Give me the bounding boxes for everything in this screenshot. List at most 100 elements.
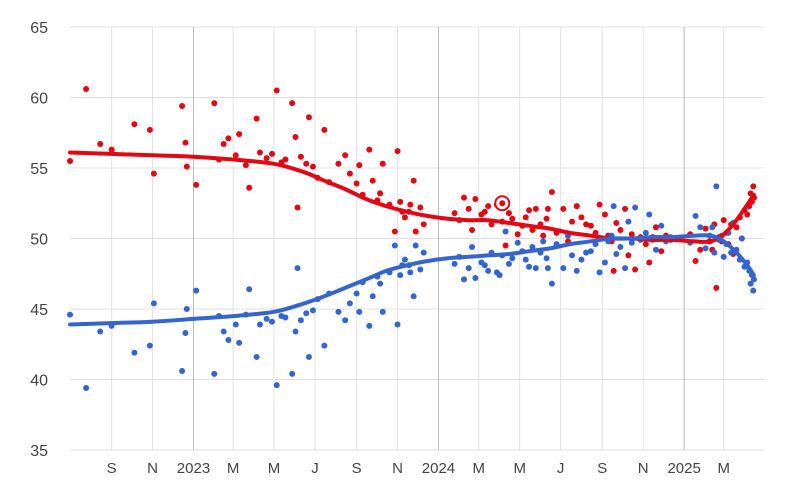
x-tick-label-6: S [352, 460, 362, 477]
data-point-s1-29 [297, 317, 304, 324]
data-point-s1-48 [391, 242, 398, 249]
highlight-dot-s0 [499, 200, 506, 207]
data-point-s1-135 [747, 280, 754, 287]
data-point-s0-79 [529, 227, 536, 234]
data-point-s0-26 [289, 100, 296, 107]
data-point-s0-21 [263, 155, 270, 162]
data-point-s1-96 [601, 259, 608, 266]
data-point-s1-11 [211, 370, 218, 377]
data-point-s1-49 [394, 321, 401, 328]
data-point-s0-32 [309, 163, 316, 170]
data-point-s1-0 [67, 311, 73, 318]
data-point-s0-17 [242, 162, 249, 169]
data-point-s1-93 [587, 248, 594, 255]
data-point-s0-102 [622, 205, 629, 212]
y-tick-label-40: 40 [30, 373, 48, 390]
data-point-s0-105 [632, 266, 639, 273]
data-point-s0-10 [193, 181, 200, 188]
trend-line-s1 [68, 233, 756, 327]
data-point-s0-117 [702, 225, 709, 232]
data-point-s1-40 [356, 308, 363, 315]
data-point-s0-121 [713, 284, 720, 291]
x-tick-label-0: S [107, 460, 117, 477]
data-point-s0-87 [560, 205, 567, 212]
data-point-s1-67 [485, 267, 492, 274]
x-tick-label-3: M [227, 460, 240, 477]
data-point-s1-75 [514, 239, 521, 246]
data-point-s0-29 [297, 153, 304, 160]
trend-line-s0 [68, 150, 756, 244]
data-point-s1-73 [505, 260, 512, 267]
y-tick-label-60: 60 [30, 91, 48, 108]
data-point-s1-92 [583, 249, 590, 256]
data-point-s0-64 [472, 196, 479, 203]
data-point-s1-4 [131, 349, 138, 356]
x-tick-label-12: S [597, 460, 607, 477]
data-point-s1-55 [410, 293, 417, 300]
data-point-s0-52 [401, 214, 408, 221]
data-point-s0-55 [410, 177, 417, 184]
data-point-s1-115 [692, 212, 699, 219]
data-point-s1-7 [179, 368, 186, 375]
data-point-s1-70 [496, 272, 503, 279]
x-tick-label-15: M [717, 460, 730, 477]
y-tick-label-45: 45 [30, 302, 48, 319]
x-tick-label-1: N [147, 460, 158, 477]
x-tick-label-14: 2025 [667, 460, 700, 477]
data-point-s1-50 [397, 272, 404, 279]
data-point-s1-5 [146, 342, 153, 349]
data-point-s0-46 [379, 160, 386, 167]
data-point-s1-87 [560, 265, 567, 272]
data-point-s0-74 [509, 215, 516, 222]
data-point-s0-89 [569, 218, 576, 225]
data-point-s0-82 [540, 232, 547, 239]
y-tick-label-50: 50 [30, 232, 48, 249]
data-point-s0-49 [394, 148, 401, 155]
data-point-s0-63 [469, 227, 476, 234]
data-point-s0-36 [335, 160, 342, 167]
data-point-s0-13 [220, 141, 227, 148]
data-point-s0-3 [108, 146, 115, 153]
data-point-s1-105 [632, 204, 639, 211]
data-point-s1-31 [305, 353, 312, 360]
data-point-s1-91 [578, 256, 585, 263]
data-point-s0-9 [183, 163, 190, 170]
data-point-s0-6 [150, 170, 157, 177]
data-point-s1-46 [379, 308, 386, 315]
data-point-s0-37 [342, 152, 349, 159]
x-axis: S N 2023 M M J S N 2024 M M J S N 2025 M [107, 460, 730, 477]
data-point-s0-7 [179, 102, 186, 109]
data-point-s0-104 [628, 231, 635, 238]
x-tick-label-5: J [311, 460, 319, 477]
data-point-s1-121 [713, 183, 720, 190]
data-point-s0-68 [488, 221, 495, 228]
data-point-s1-64 [472, 274, 479, 281]
data-point-s0-75 [514, 231, 521, 238]
data-point-s1-117 [702, 245, 709, 252]
data-point-s1-9 [183, 306, 190, 312]
data-point-s0-56 [412, 228, 419, 235]
data-point-s1-26 [289, 370, 296, 377]
data-point-s0-39 [353, 180, 360, 187]
data-point-s0-72 [502, 242, 509, 249]
data-point-s1-58 [420, 249, 427, 256]
data-point-s1-138 [750, 276, 757, 283]
data-point-s1-30 [303, 310, 310, 317]
data-point-s1-32 [309, 307, 316, 314]
data-point-s1-28 [294, 265, 301, 272]
data-point-s1-36 [335, 308, 342, 315]
data-point-s1-42 [366, 322, 373, 329]
data-point-s1-99 [610, 203, 617, 210]
data-point-s0-40 [356, 162, 363, 169]
data-point-s1-19 [253, 353, 260, 360]
x-tick-label-7: N [392, 460, 403, 477]
data-point-s1-95 [596, 269, 603, 276]
data-point-s0-92 [583, 221, 590, 228]
data-point-s1-59 [451, 260, 458, 267]
data-point-s1-10 [193, 287, 200, 294]
data-point-s0-129 [733, 224, 740, 231]
data-point-s0-27 [292, 133, 299, 140]
data-point-s0-14 [225, 135, 232, 142]
